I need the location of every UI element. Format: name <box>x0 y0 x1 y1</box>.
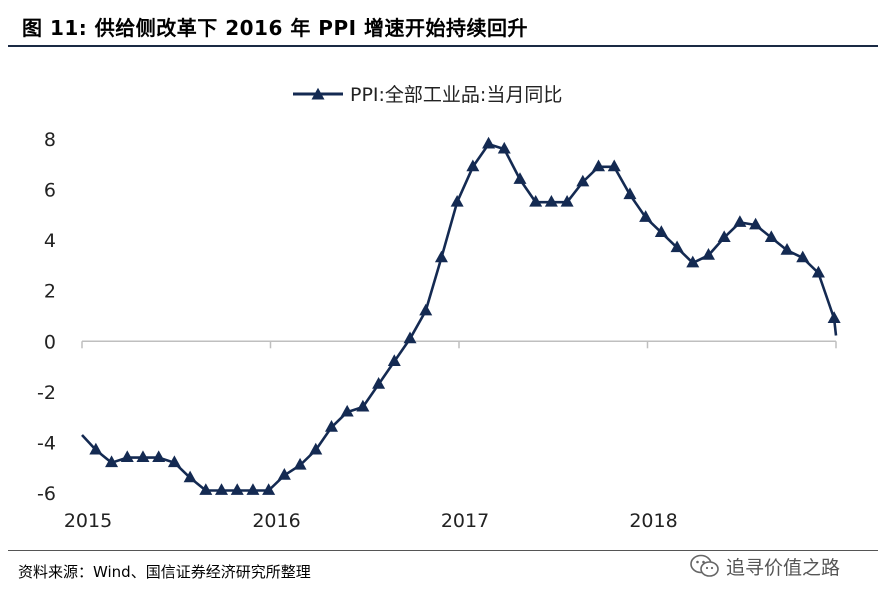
data-point-marker <box>293 457 307 470</box>
y-tick-label: 2 <box>44 281 56 303</box>
data-point-marker <box>497 141 511 154</box>
data-point-marker <box>324 420 338 432</box>
x-axis-labels: 2015 2016 2017 2018 <box>64 510 678 532</box>
data-point-marker <box>544 194 558 207</box>
footer-divider <box>8 550 878 551</box>
data-point-marker <box>387 354 401 366</box>
x-tick-label: 2017 <box>441 510 489 532</box>
data-point-marker <box>701 248 715 260</box>
data-point-marker <box>262 483 276 495</box>
watermark: 追寻价值之路 <box>690 551 840 581</box>
data-point-marker <box>607 159 621 172</box>
y-tick-label: 8 <box>44 129 56 151</box>
y-tick-label: -6 <box>37 483 56 505</box>
data-point-marker <box>372 377 386 389</box>
data-point-marker <box>167 455 181 468</box>
header-divider <box>8 45 878 47</box>
data-point-marker <box>670 240 684 253</box>
wechat-icon <box>690 554 719 577</box>
data-point-marker <box>764 230 778 243</box>
x-tick-label: 2018 <box>629 510 677 532</box>
data-point-marker <box>811 265 825 278</box>
series-line <box>81 142 838 492</box>
chart-legend: PPI:全部工业品:当月同比 <box>293 84 562 106</box>
data-point-marker <box>246 483 260 495</box>
x-tick-label: 2015 <box>64 510 112 532</box>
data-point-marker <box>733 215 747 227</box>
y-tick-label: 0 <box>44 331 56 353</box>
watermark-label: 追寻价值之路 <box>726 556 841 579</box>
y-tick-label: 4 <box>44 230 56 252</box>
data-point-marker <box>199 483 213 495</box>
data-point-marker <box>230 483 244 495</box>
data-point-marker <box>654 225 668 238</box>
figure-title: 图 11: 供给侧改革下 2016 年 PPI 增速开始持续回升 <box>22 16 529 40</box>
data-point-marker <box>780 243 794 255</box>
data-point-marker <box>796 250 810 263</box>
data-point-marker <box>183 470 197 483</box>
data-point-marker <box>136 450 150 463</box>
y-axis-labels: 8 6 4 2 0 -2 -4 -6 <box>37 129 56 505</box>
data-point-marker <box>419 303 433 316</box>
data-point-marker <box>340 404 354 417</box>
data-point-marker <box>482 136 496 149</box>
y-tick-label: 6 <box>44 180 56 202</box>
data-point-marker <box>560 194 574 207</box>
data-point-marker <box>639 210 653 222</box>
data-point-marker <box>513 172 527 184</box>
data-point-marker <box>686 255 700 268</box>
legend-triangle-marker <box>311 87 325 100</box>
data-point-marker <box>105 455 119 468</box>
data-point-marker <box>466 159 480 172</box>
data-point-marker <box>827 311 841 323</box>
source-note: 资料来源：Wind、国信证券经济研究所整理 <box>18 563 311 581</box>
data-point-marker <box>277 468 291 480</box>
data-point-marker <box>309 442 323 455</box>
data-point-marker <box>717 230 731 243</box>
data-point-marker <box>89 442 103 455</box>
data-point-marker <box>529 194 543 207</box>
data-point-marker <box>576 174 590 187</box>
y-tick-label: -2 <box>37 382 56 404</box>
data-point-marker <box>592 159 606 172</box>
data-point-marker <box>450 194 464 207</box>
x-tick-label: 2016 <box>252 510 300 532</box>
chart-axes <box>81 340 837 349</box>
data-point-marker <box>623 187 637 200</box>
legend-label: PPI:全部工业品:当月同比 <box>350 84 562 106</box>
data-point-marker <box>152 450 166 463</box>
series-ppi <box>81 136 841 495</box>
figure-header: 图 11: 供给侧改革下 2016 年 PPI 增速开始持续回升 <box>0 0 886 46</box>
data-point-marker <box>356 399 370 412</box>
y-tick-label: -4 <box>37 432 56 454</box>
data-point-marker <box>215 483 229 495</box>
data-point-marker <box>434 250 448 263</box>
data-point-marker <box>749 217 763 230</box>
data-point-marker <box>120 450 134 463</box>
data-point-marker <box>403 331 417 344</box>
